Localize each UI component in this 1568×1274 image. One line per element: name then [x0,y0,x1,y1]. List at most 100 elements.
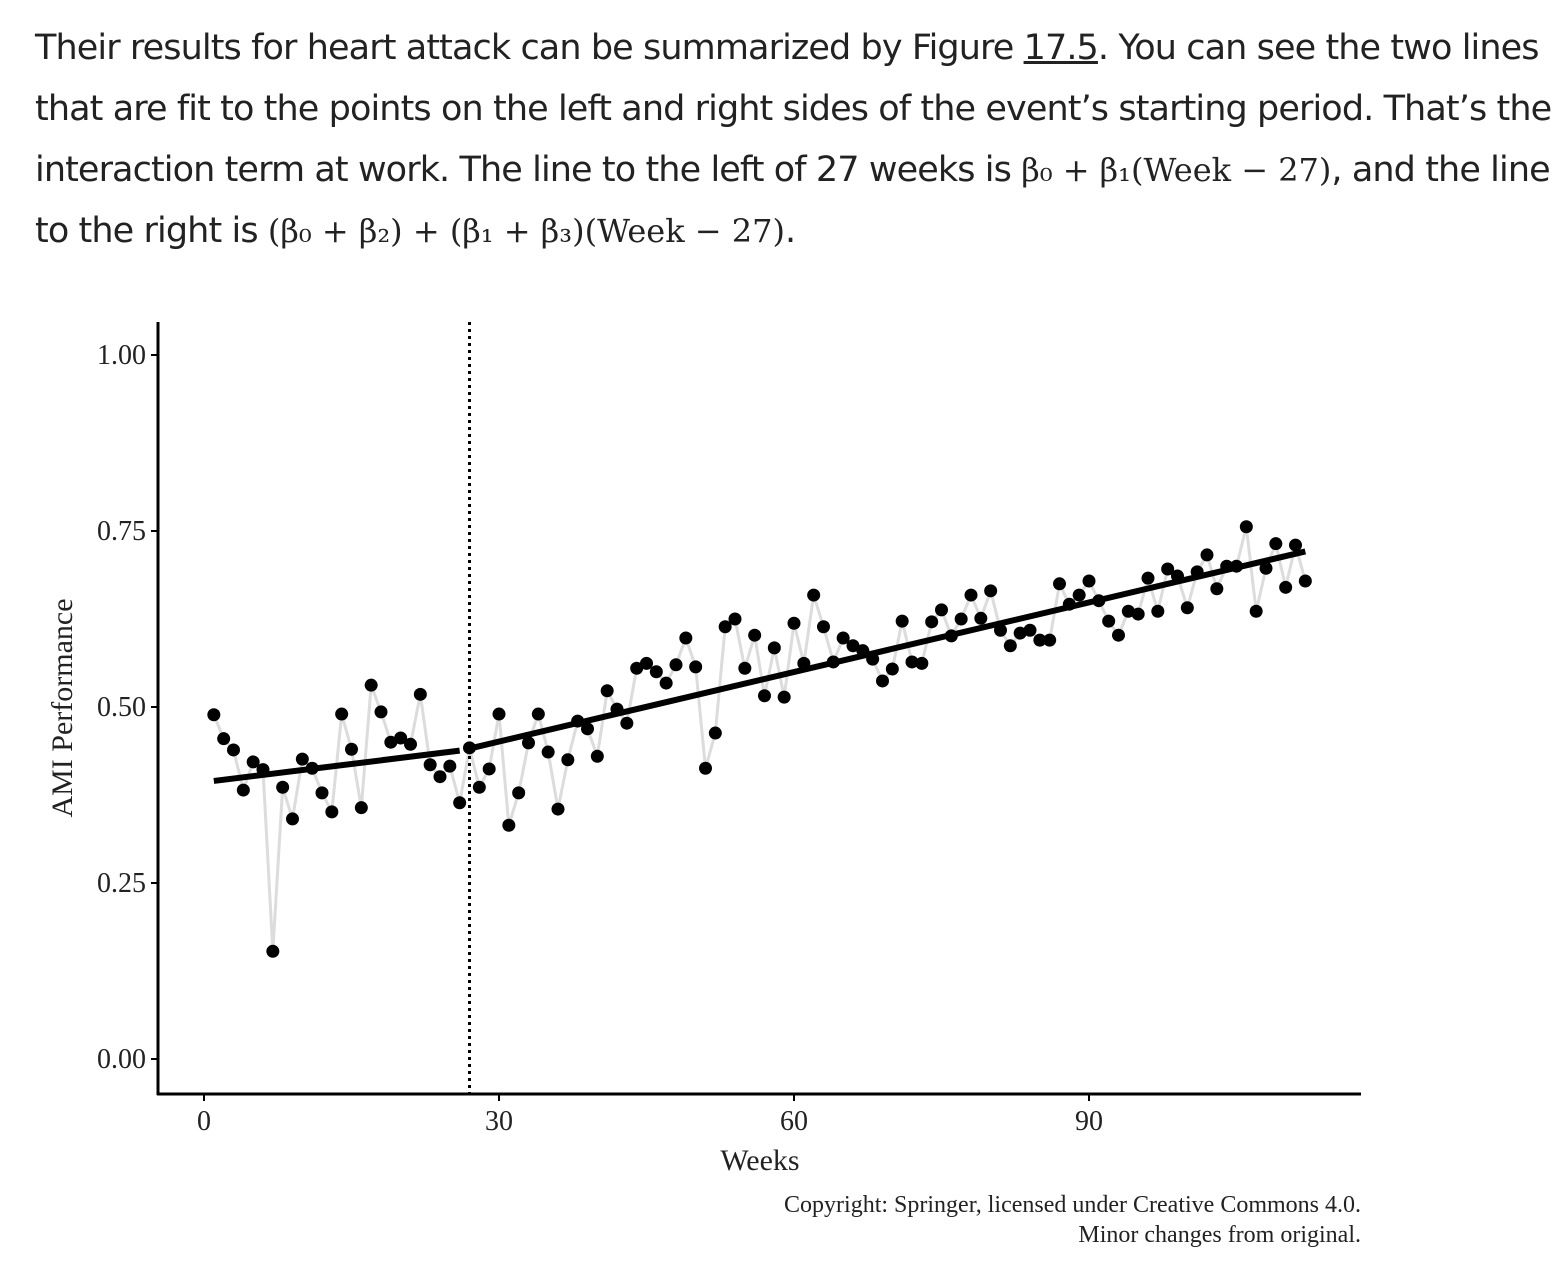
data-point [738,661,752,675]
data-point [335,707,349,721]
data-point [1289,538,1302,552]
data-point [1112,628,1125,642]
data-point [1092,594,1106,608]
data-point [659,676,673,690]
data-point [581,722,594,736]
data-point [522,736,535,750]
data-point [1161,562,1175,576]
data-point [876,674,889,688]
data-point [699,761,712,775]
data-point [777,690,791,704]
data-point [1200,548,1214,562]
data-point [935,603,948,617]
data-point [1249,604,1263,618]
body-paragraph: Their results for heart attack can be su… [35,18,1565,262]
data-point [433,770,447,784]
data-point [227,743,240,757]
data-point [817,620,830,634]
data-point [1239,520,1253,534]
data-point [502,818,516,832]
data-point [1259,561,1273,575]
data-point [325,805,339,819]
text: , and the line to the right is [35,150,1551,251]
data-point [679,631,693,645]
data-point [610,702,624,716]
data-point [1230,559,1243,573]
data-point [1220,559,1234,573]
data-point [925,615,939,629]
data-point [561,753,575,767]
data-point [482,762,496,776]
y-tick-label: 0.00 [97,1044,146,1075]
data-point [305,761,319,775]
text: Their results for heart attack can be su… [35,28,1024,68]
figure-link[interactable]: 17.5 [1023,28,1099,68]
data-point [1033,633,1047,647]
data-point [807,588,821,602]
copyright-line-1: Copyright: Springer, licensed under Crea… [784,1192,1361,1218]
data-point [384,735,398,749]
data-point [984,584,998,598]
data-point [364,678,378,692]
data-point [1190,565,1204,579]
data-point [826,655,840,669]
data-point [1298,574,1312,588]
data-point [836,631,850,645]
x-tick-label: 90 [1075,1106,1103,1137]
data-point [689,660,703,674]
data-point [1102,614,1116,628]
data-point [286,812,299,826]
data-point [620,716,634,730]
data-point [374,705,388,719]
data-point [964,588,978,602]
data-point [453,796,467,810]
data-point [728,612,742,626]
data-point [1279,580,1293,594]
y-tick-label: 1.00 [97,340,146,371]
data-point [944,629,958,643]
data-point [1131,607,1145,621]
data-point [797,656,811,670]
formula-left-line: β₀ + β₁(Week − 27) [1021,151,1332,189]
formula-right-line: (β₀ + β₂) + (β₁ + β₃)(Week − 27) [267,212,785,250]
data-point [571,714,585,728]
data-point [315,786,329,800]
data-point [531,707,545,721]
data-point [1013,626,1027,640]
data-point [1082,574,1096,588]
data-point [1269,537,1283,551]
y-tick-label: 0.25 [97,868,146,899]
data-point [443,759,457,773]
data-point [246,755,260,769]
data-point [1023,623,1037,637]
data-point [472,780,486,794]
data-point [217,732,231,746]
text: . [784,211,796,251]
data-point [846,639,860,653]
data-point [600,684,614,698]
y-tick-label: 0.75 [97,516,146,547]
data-point [423,758,437,772]
data-point [1072,588,1086,602]
data-point [767,641,781,655]
data-point [492,707,506,721]
data-point [404,737,417,751]
data-point [541,745,555,759]
data-point [590,749,604,763]
data-point [895,614,909,628]
data-point [856,644,870,658]
data-point [994,623,1007,637]
x-tick-label: 0 [197,1106,211,1137]
data-point [1003,639,1017,653]
data-point [905,655,919,669]
data-point [551,802,565,816]
data-point [718,620,732,634]
data-point [915,656,929,670]
y-tick-label: 0.50 [97,692,146,723]
data-point [1180,601,1194,615]
copyright-line-2: Minor changes from original. [1078,1222,1361,1248]
data-point [207,708,221,722]
data-point [413,687,427,701]
data-point [276,780,290,794]
data-point [640,656,653,670]
